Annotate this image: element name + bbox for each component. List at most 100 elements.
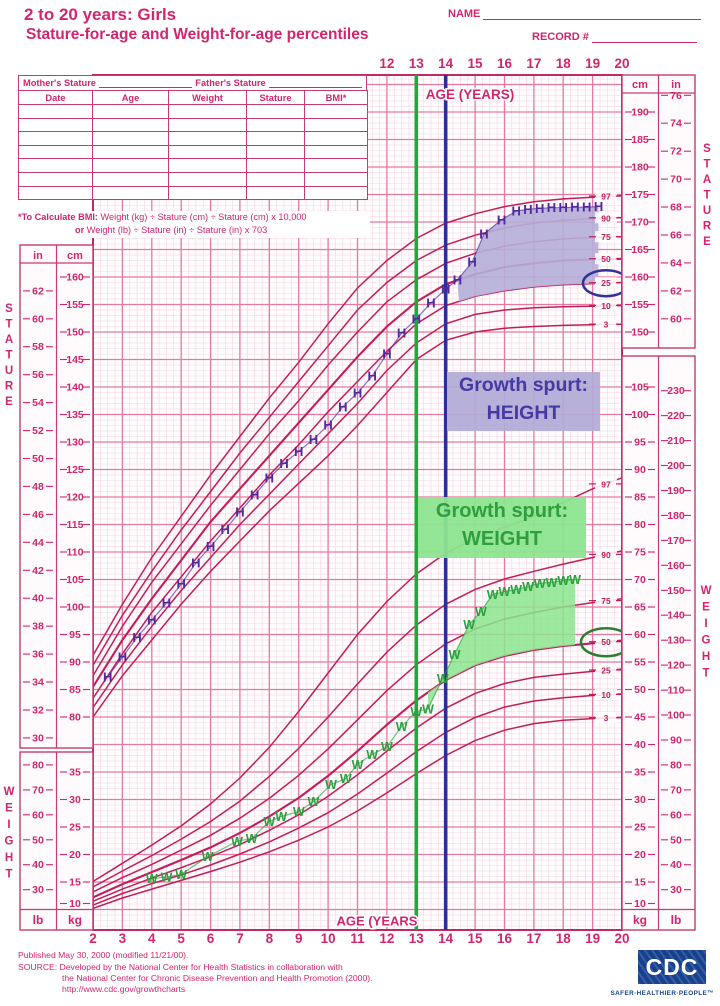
entry-empty-row[interactable]	[18, 144, 368, 160]
entry-cell[interactable]	[92, 171, 169, 187]
entry-cell[interactable]	[92, 104, 169, 119]
entry-cell[interactable]	[168, 117, 247, 133]
entry-cell[interactable]	[168, 104, 247, 119]
name-label: NAME	[448, 8, 481, 20]
svg-text:T: T	[703, 159, 710, 171]
entry-cell[interactable]	[246, 185, 305, 201]
svg-text:7: 7	[236, 931, 244, 946]
svg-text:W: W	[175, 868, 187, 882]
mothers-stature-input-line[interactable]	[98, 79, 193, 88]
record-input-line[interactable]	[591, 32, 697, 43]
svg-text:80: 80	[32, 759, 44, 771]
entry-cell[interactable]	[18, 144, 93, 160]
entry-empty-row[interactable]	[18, 117, 368, 133]
svg-text:36: 36	[32, 649, 44, 661]
svg-text:13: 13	[409, 931, 425, 946]
entry-empty-row[interactable]	[18, 158, 368, 173]
svg-text:90: 90	[670, 734, 682, 746]
svg-text:97: 97	[601, 192, 611, 202]
entry-empty-row[interactable]	[18, 171, 368, 187]
svg-text:75: 75	[601, 232, 611, 242]
svg-text:34: 34	[32, 677, 44, 689]
svg-text:I: I	[704, 618, 707, 630]
entry-cell[interactable]	[92, 117, 169, 133]
svg-text:10: 10	[69, 898, 81, 910]
entry-empty-row[interactable]	[18, 131, 368, 146]
published-line: Published May 30, 2000 (modified 11/21/0…	[18, 950, 189, 960]
svg-text:160: 160	[667, 560, 685, 572]
entry-cell[interactable]	[304, 185, 368, 201]
svg-text:155: 155	[66, 299, 84, 311]
entry-cell[interactable]	[18, 171, 93, 187]
entry-empty-row[interactable]	[18, 104, 368, 119]
fathers-stature-label: Father's Stature	[195, 78, 266, 88]
svg-text:20: 20	[615, 56, 630, 71]
svg-text:100: 100	[667, 710, 685, 722]
svg-text:48: 48	[32, 481, 44, 493]
svg-text:100: 100	[66, 602, 84, 614]
entry-cell[interactable]	[246, 144, 305, 160]
svg-text:H: H	[479, 227, 488, 242]
svg-text:220: 220	[667, 410, 685, 422]
svg-text:210: 210	[667, 435, 685, 447]
parents-stature-row[interactable]: Mother's Stature Father's Stature	[18, 75, 367, 90]
growth-spurt-height-line1: Growth spurt:	[459, 374, 588, 396]
entry-cell[interactable]	[246, 104, 305, 119]
svg-text:50: 50	[32, 453, 44, 465]
entry-cell[interactable]	[92, 131, 169, 146]
svg-text:H: H	[497, 212, 506, 227]
entry-cell[interactable]	[18, 117, 93, 133]
entry-cell[interactable]	[92, 158, 169, 173]
entry-cell[interactable]	[18, 131, 93, 146]
entry-cell[interactable]	[304, 117, 368, 133]
entry-grid[interactable]: Date Age Weight Stature BMI*	[18, 90, 368, 201]
entry-cell[interactable]	[304, 144, 368, 160]
source-label: SOURCE:	[18, 962, 58, 972]
entry-cell[interactable]	[246, 117, 305, 133]
name-input-line[interactable]	[483, 9, 702, 20]
entry-cell[interactable]	[304, 158, 368, 173]
entry-cell[interactable]	[168, 131, 247, 146]
entry-cell[interactable]	[168, 144, 247, 160]
svg-text:E: E	[5, 396, 13, 408]
svg-text:115: 115	[67, 519, 84, 531]
entry-cell[interactable]	[18, 158, 93, 173]
entry-cell[interactable]	[246, 171, 305, 187]
svg-text:H: H	[235, 504, 244, 519]
svg-text:64: 64	[670, 257, 682, 269]
svg-text:45: 45	[634, 712, 646, 724]
entry-cell[interactable]	[246, 131, 305, 146]
entry-cell[interactable]	[92, 185, 169, 201]
svg-text:130: 130	[667, 635, 685, 647]
entry-cell[interactable]	[168, 158, 247, 173]
entry-cell[interactable]	[18, 104, 93, 119]
entry-cell[interactable]	[18, 185, 93, 201]
svg-text:W: W	[449, 648, 461, 662]
svg-text:G: G	[5, 836, 14, 848]
growth-spurt-height-callout: Growth spurt: HEIGHT	[447, 372, 600, 431]
fathers-stature-input-line[interactable]	[268, 79, 362, 88]
svg-text:13: 13	[409, 56, 425, 71]
growthcharts-url[interactable]: http://www.cdc.gov/growthcharts	[62, 984, 186, 994]
entry-empty-row[interactable]	[18, 185, 368, 201]
svg-text:140: 140	[66, 382, 84, 394]
measurement-entry-table[interactable]: Mother's Stature Father's Stature Date Ag…	[18, 75, 368, 201]
svg-text:170: 170	[631, 217, 649, 229]
entry-cell[interactable]	[304, 131, 368, 146]
entry-cell[interactable]	[92, 144, 169, 160]
svg-text:T: T	[5, 350, 12, 362]
svg-text:W: W	[422, 702, 434, 716]
svg-text:80: 80	[670, 759, 682, 771]
entry-cell[interactable]	[168, 185, 247, 201]
name-field[interactable]: NAME	[448, 8, 702, 20]
svg-text:30: 30	[32, 884, 44, 896]
entry-cell[interactable]	[246, 158, 305, 173]
svg-text:H: H	[206, 539, 215, 554]
entry-cell[interactable]	[304, 171, 368, 187]
svg-text:150: 150	[631, 327, 649, 339]
entry-cell[interactable]	[168, 171, 247, 187]
svg-text:6: 6	[207, 931, 215, 946]
entry-cell[interactable]	[304, 104, 368, 119]
record-field[interactable]: RECORD #	[532, 31, 697, 43]
